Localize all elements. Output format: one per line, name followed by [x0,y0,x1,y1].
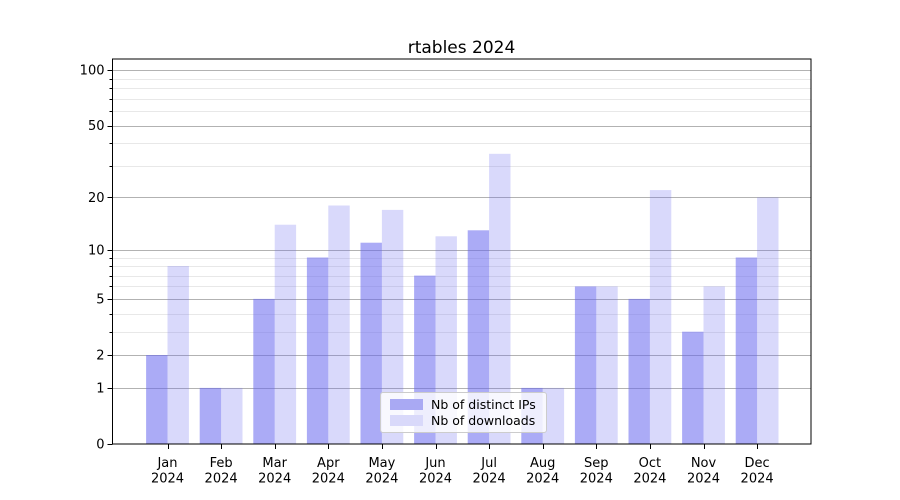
y-tick-label: 100 [80,64,105,79]
bar-downloads [381,209,404,444]
x-tick-label: Mar 2024 [258,456,291,487]
y-tick-label: 50 [88,119,105,134]
legend-label-downloads: Nb of downloads [431,412,536,428]
bar-downloads [649,190,672,444]
bar-downloads [274,224,297,444]
legend-item-distinct-ips: Nb of distinct IPs [390,396,536,412]
y-tick-label: 2 [96,349,104,364]
bar-distinct-ips [199,387,222,444]
bar-distinct-ips [146,355,168,444]
bar-downloads [489,153,511,445]
x-tick-label: Apr 2024 [312,456,345,487]
x-tick-label: Aug 2024 [526,456,559,487]
y-tick-label: 10 [88,243,105,258]
x-tick-label: Jan 2024 [151,456,184,487]
x-tick-label: Nov 2024 [687,456,720,487]
bar-distinct-ips [467,230,490,444]
legend-swatch-distinct-ips-icon [390,399,423,410]
legend-label-distinct-ips: Nb of distinct IPs [431,396,536,412]
bar-downloads [221,387,243,444]
bar-distinct-ips [682,331,704,444]
bar-distinct-ips [628,298,650,444]
bar-downloads [167,266,189,444]
bar-distinct-ips [735,257,758,444]
x-tick-label: Dec 2024 [741,456,774,487]
bar-downloads [703,286,725,444]
bar-downloads [596,286,618,444]
x-tick-label: Jul 2024 [473,456,506,487]
y-tick-label: 1 [96,381,104,396]
x-tick-label: Sep 2024 [580,456,613,487]
bar-downloads [757,197,779,444]
bar-distinct-ips [574,286,597,444]
y-tick-label: 0 [96,438,104,453]
x-tick-label: May 2024 [365,456,398,487]
y-tick-label: 5 [96,292,104,307]
legend: Nb of distinct IPs Nb of downloads [380,392,547,433]
x-tick-label: Oct 2024 [633,456,666,487]
bar-downloads [328,205,350,444]
plot-border [112,58,812,445]
chart-title: rtables 2024 [407,38,516,58]
legend-swatch-downloads-icon [390,415,423,426]
x-tick-label: Feb 2024 [205,456,238,487]
bar-distinct-ips [306,257,329,444]
bar-distinct-ips [360,242,382,444]
y-tick-label: 20 [88,191,105,206]
legend-item-downloads: Nb of downloads [390,412,536,428]
bar-distinct-ips [253,298,275,444]
x-tick-label: Jun 2024 [419,456,452,487]
bar-downloads [542,387,565,444]
